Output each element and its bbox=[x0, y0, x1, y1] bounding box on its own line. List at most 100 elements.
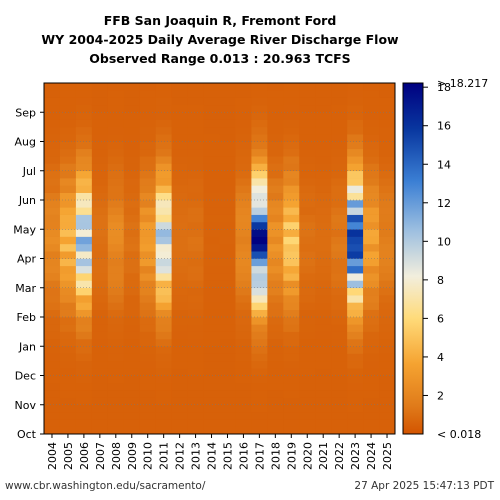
heat-cell bbox=[59, 302, 77, 310]
heat-cell bbox=[299, 214, 316, 223]
heat-cell bbox=[283, 141, 300, 150]
heat-cell bbox=[91, 331, 109, 340]
plot-area bbox=[43, 82, 396, 435]
heat-cell bbox=[171, 360, 188, 369]
heat-cell bbox=[59, 163, 77, 172]
heat-cell bbox=[155, 134, 172, 142]
heat-cell bbox=[59, 360, 77, 369]
x-tick-label: 2008 bbox=[110, 442, 123, 470]
heat-cell bbox=[363, 221, 380, 230]
heat-cell bbox=[315, 346, 332, 354]
footer-source-link[interactable]: www.cbr.washington.edu/sacramento/ bbox=[5, 480, 206, 492]
heat-cell bbox=[203, 324, 220, 332]
heat-cell bbox=[44, 170, 61, 179]
heat-cell bbox=[315, 236, 332, 245]
year-column-2011 bbox=[155, 83, 172, 435]
heat-cell bbox=[347, 368, 364, 376]
heat-cell bbox=[155, 368, 172, 376]
heat-cell bbox=[363, 295, 380, 303]
heat-cell bbox=[123, 236, 141, 245]
heat-cell bbox=[155, 419, 172, 427]
heat-cell bbox=[59, 375, 77, 384]
heat-cell bbox=[187, 280, 204, 289]
heat-cell bbox=[91, 375, 109, 384]
heat-cell bbox=[139, 338, 156, 347]
heat-cell bbox=[379, 251, 396, 259]
heat-cell bbox=[331, 126, 348, 135]
x-tick-label: 2014 bbox=[206, 442, 219, 470]
heat-cell bbox=[235, 397, 252, 406]
heat-cell bbox=[235, 97, 252, 106]
colorbar-tick-label: 12 bbox=[437, 197, 451, 210]
heat-cell bbox=[75, 141, 93, 150]
heat-cell bbox=[267, 156, 284, 164]
heat-cell bbox=[187, 163, 204, 172]
heat-cell bbox=[363, 156, 380, 164]
heat-cell bbox=[44, 338, 61, 347]
heat-cell bbox=[347, 170, 364, 179]
heat-cell bbox=[219, 200, 236, 208]
heat-cell bbox=[187, 368, 204, 376]
heat-cell bbox=[107, 229, 125, 237]
heat-cell bbox=[203, 192, 220, 201]
heat-cell bbox=[267, 221, 284, 230]
heat-cell bbox=[203, 200, 220, 208]
heat-cell bbox=[203, 221, 220, 230]
heat-cell bbox=[203, 251, 220, 259]
heat-cell bbox=[347, 346, 364, 354]
heat-cell bbox=[44, 236, 61, 245]
heat-cell bbox=[187, 112, 204, 120]
heat-cell bbox=[107, 324, 125, 332]
heat-cell bbox=[235, 207, 252, 215]
heat-cell bbox=[299, 419, 316, 427]
heat-cell bbox=[315, 397, 332, 406]
heat-cell bbox=[283, 258, 300, 267]
heat-cell bbox=[171, 287, 188, 296]
heat-cell bbox=[187, 426, 204, 435]
heat-cell bbox=[251, 83, 268, 91]
heat-cell bbox=[363, 163, 380, 172]
heat-cell bbox=[187, 375, 204, 384]
heat-cell bbox=[187, 353, 204, 362]
heat-cell bbox=[123, 214, 141, 223]
heat-cell bbox=[283, 83, 300, 91]
heat-cell bbox=[139, 156, 156, 164]
heat-cell bbox=[235, 338, 252, 347]
heat-cell bbox=[171, 163, 188, 172]
heat-cell bbox=[299, 141, 316, 150]
heat-cell bbox=[331, 331, 348, 340]
heat-cell bbox=[315, 119, 332, 128]
heat-cell bbox=[44, 258, 61, 267]
heat-cell bbox=[75, 97, 93, 106]
heat-cell bbox=[251, 163, 268, 172]
heat-cell bbox=[219, 104, 236, 113]
heat-cell bbox=[283, 338, 300, 347]
heat-cell bbox=[44, 214, 61, 223]
heat-cell bbox=[219, 83, 236, 91]
heat-cell bbox=[155, 126, 172, 135]
heat-cell bbox=[347, 192, 364, 201]
heat-cell bbox=[299, 287, 316, 296]
heat-cell bbox=[283, 251, 300, 259]
heat-cell bbox=[123, 360, 141, 369]
heat-cell bbox=[379, 397, 396, 406]
heat-cell bbox=[75, 375, 93, 384]
heat-cell bbox=[139, 382, 156, 391]
heat-cell bbox=[315, 207, 332, 215]
heat-cell bbox=[347, 265, 364, 274]
heat-cell bbox=[44, 185, 61, 193]
heat-cell bbox=[123, 265, 141, 274]
heat-cell bbox=[331, 404, 348, 413]
heat-cell bbox=[139, 302, 156, 310]
heat-cell bbox=[363, 346, 380, 354]
heat-cell bbox=[283, 390, 300, 398]
heat-cell bbox=[299, 360, 316, 369]
heat-cell bbox=[219, 426, 236, 435]
heat-cell bbox=[203, 265, 220, 274]
heat-cell bbox=[123, 412, 141, 420]
heat-cell bbox=[283, 324, 300, 332]
heat-cell bbox=[299, 229, 316, 237]
year-column-2007 bbox=[91, 83, 109, 435]
heat-cell bbox=[267, 229, 284, 237]
heat-cell bbox=[235, 251, 252, 259]
